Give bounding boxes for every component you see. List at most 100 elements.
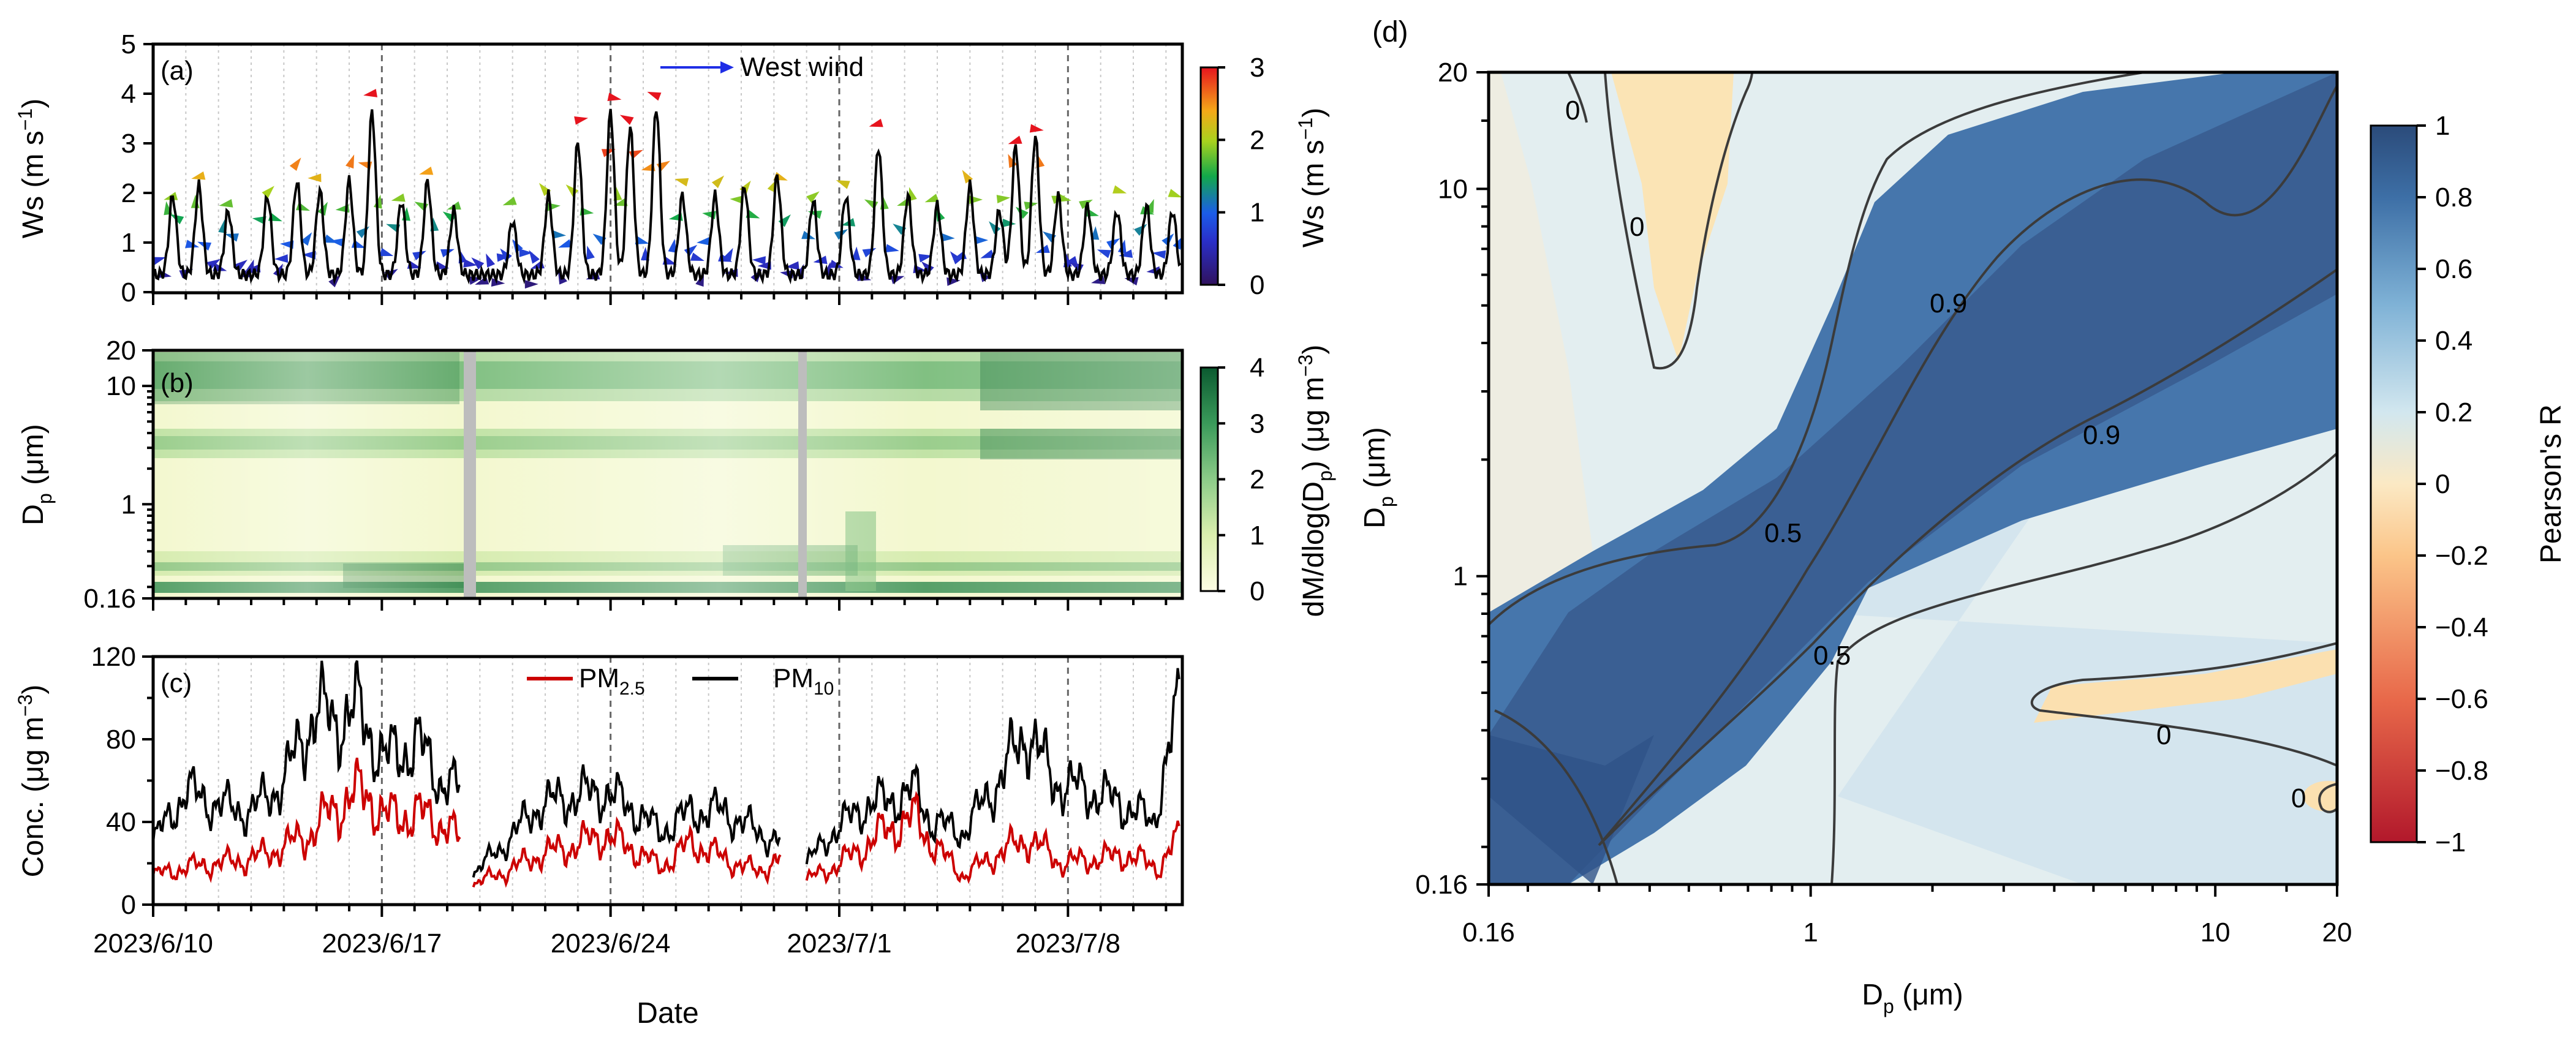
panel-c-label: (c)	[161, 668, 192, 698]
wind-arrow	[885, 244, 899, 253]
panel-a-y-label: Ws (m s−1)	[14, 99, 50, 238]
wind-arrow	[785, 261, 799, 270]
panel-a-colorbar-label: Ws (m s−1)	[1294, 108, 1330, 247]
wind-arrow	[289, 157, 301, 171]
panel-a-vertical-gridlines	[185, 44, 1167, 293]
wind-arrow	[463, 258, 477, 268]
wind-arrow	[153, 257, 166, 266]
wind-arrow	[711, 175, 725, 189]
contour-label: 0	[1630, 212, 1644, 242]
contour-label: 0	[2156, 720, 2171, 750]
wind-arrow	[1097, 249, 1111, 258]
wind-arrow	[300, 232, 312, 246]
y-tick-label: 2	[121, 178, 136, 208]
colorbar-tick-label: 2	[1250, 125, 1264, 155]
panel-a: 0 1 2 3 4 5 (a) West wind Ws (m s−1) 0 1 2 3 Ws …	[14, 29, 1330, 307]
contour-0-corner	[2318, 783, 2337, 813]
contour-label: 0	[1565, 96, 1580, 126]
y-tick-label: 20	[106, 336, 136, 366]
wind-arrow	[252, 216, 266, 225]
wind-arrow	[586, 245, 595, 260]
contour-label: 0	[2291, 783, 2306, 813]
panel-c-vertical-gridlines	[185, 657, 1167, 905]
wind-arrow	[552, 230, 567, 239]
missing-data-gap-1	[464, 350, 476, 598]
panel-c-y-label: Conc. (μg m−3)	[14, 685, 50, 878]
legend-pm25: PM2.5	[527, 663, 645, 699]
panel-a-y-axis: 0 1 2 3 4 5	[121, 29, 153, 307]
y-tick-label: 3	[121, 129, 136, 159]
wind-arrow	[379, 247, 394, 257]
panel-d-x-label: Dp (μm)	[1862, 979, 1963, 1017]
wind-arrow	[996, 195, 1011, 203]
contour-label: 0.9	[2083, 420, 2120, 450]
y-tick-label: 4	[121, 79, 136, 109]
colorbar-tick-label: 1	[1250, 521, 1264, 551]
panel-a-colorbar	[1199, 66, 1219, 286]
colorbar-tick-label: 2	[1250, 465, 1264, 495]
wind-speed-line	[153, 108, 1182, 285]
wind-arrow	[363, 89, 378, 97]
panel-d-y-label: Dp (μm)	[1359, 427, 1397, 528]
panel-a-colorbar-ticks: 0 1 2 3	[1218, 53, 1264, 300]
wind-arrow	[296, 202, 311, 211]
pm10-line	[153, 660, 461, 843]
panel-a-label: (a)	[161, 56, 194, 86]
panel-d-label: (d)	[1372, 16, 1408, 48]
wind-arrow	[924, 194, 939, 203]
y-tick-label: 1	[1453, 562, 1468, 592]
wind-arrow	[836, 180, 850, 189]
colorbar-tick-label: 3	[1250, 409, 1264, 439]
wind-arrow	[419, 167, 434, 175]
wind-arrow	[989, 221, 1001, 235]
wind-arrow	[308, 173, 322, 183]
wind-arrow	[613, 198, 628, 206]
panel-b-x-ticks	[152, 598, 1168, 611]
wind-arrow	[529, 250, 540, 264]
wind-arrow	[869, 118, 883, 127]
y-tick-label: 120	[91, 642, 136, 672]
wind-arrow	[486, 253, 496, 268]
y-tick-label: 0	[121, 277, 136, 307]
wind-arrow	[697, 236, 711, 246]
y-tick-label: 0	[121, 890, 136, 920]
wind-arrow	[546, 202, 561, 211]
wind-arrow	[607, 92, 622, 102]
colorbar-tick-label: −0.6	[2435, 684, 2488, 714]
panel-d-colorbar	[2370, 124, 2418, 843]
wind-arrow	[1029, 124, 1044, 133]
x-axis-title-date: Date	[636, 997, 698, 1030]
negative-region-right	[2034, 649, 2337, 723]
wind-arrow	[574, 116, 589, 125]
panel-d-colorbar-ticks: 1 0.8 0.6 0.4 0.2 0 −0.2 −0.4 −0.6 −0.8 −1	[2417, 111, 2488, 857]
contour-0-5	[1489, 72, 2337, 884]
colorbar-tick-label: 1	[2435, 111, 2450, 141]
legend-west-wind-label: West wind	[740, 52, 864, 82]
y-tick-label: 20	[1438, 58, 1468, 88]
x-tick-label: 2023/6/24	[551, 929, 671, 959]
wind-arrow	[619, 115, 634, 126]
panel-b-frame	[151, 349, 1184, 600]
legend-west-wind: West wind	[660, 52, 864, 82]
x-tick-label: 0.16	[1462, 918, 1515, 948]
legend-pm25-label: PM2.5	[579, 663, 645, 699]
pm25-line	[805, 791, 1180, 885]
wind-arrow	[330, 238, 344, 247]
colorbar-tick-label: 0	[1250, 270, 1264, 300]
x-tick-label: 2023/6/17	[322, 929, 442, 959]
wind-arrow	[635, 236, 649, 244]
x-tick-label: 2023/7/8	[1016, 929, 1120, 959]
colorbar-tick-label: 0.8	[2435, 183, 2472, 213]
missing-data-gap-2	[798, 350, 807, 598]
wind-arrow	[502, 197, 517, 206]
colorbar-tick-label: −0.2	[2435, 541, 2488, 571]
panel-d: (d) 0 0 0.9 0.9 0.5 0.5 0 0	[1359, 16, 2567, 1017]
y-tick-label: 5	[121, 29, 136, 59]
wind-arrow	[921, 261, 934, 274]
correlation-heatmap	[1489, 72, 2337, 884]
contour-0-top	[1604, 72, 1753, 370]
wind-arrow	[730, 195, 744, 205]
contour-0-right	[2030, 642, 2337, 767]
panel-d-axes: 0.16 1 10 20 0.16 1 10 20	[1415, 58, 2352, 948]
wind-arrow	[1168, 189, 1182, 198]
